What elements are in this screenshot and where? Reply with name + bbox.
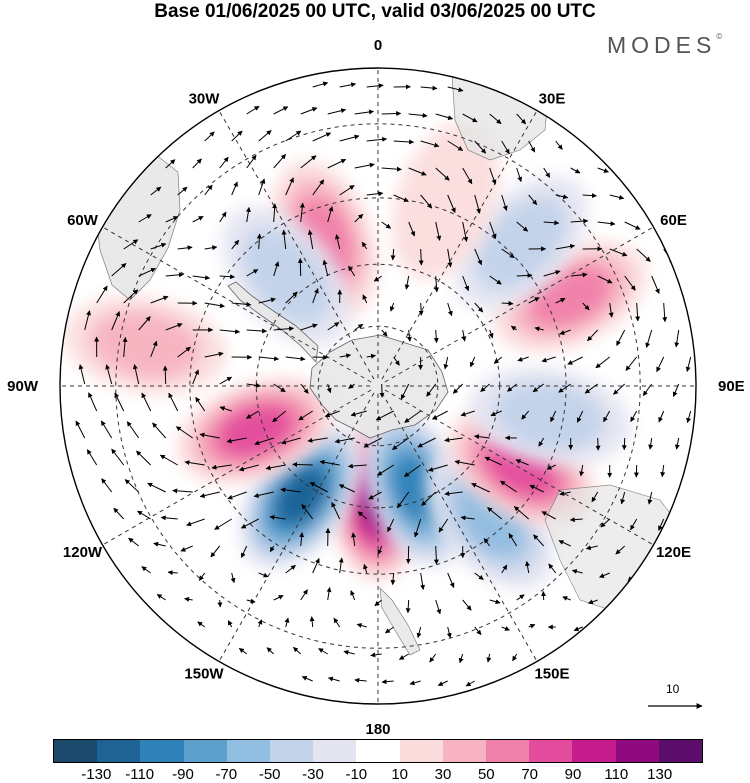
colorbar-tick-9: 50 — [477, 766, 495, 783]
lon-label-30e: 30E — [539, 91, 566, 108]
colorbar-tick-4: -50 — [258, 766, 281, 783]
anomaly-field — [64, 121, 647, 590]
colorbar-tick-5: -30 — [302, 766, 324, 783]
colorbar-tick-7: 10 — [391, 766, 409, 783]
lon-label-120e: 120E — [656, 544, 691, 561]
colorbar-swatch-11 — [529, 740, 573, 762]
colorbar-swatch-14 — [658, 740, 703, 762]
lon-label-30w: 30W — [189, 91, 221, 108]
lon-label-120w: 120W — [63, 544, 103, 561]
brand-logo: MODES© — [607, 32, 722, 59]
lon-label-180: 180 — [365, 721, 390, 738]
colorbar-tick-13: 130 — [647, 766, 673, 783]
colorbar-swatch-4 — [226, 740, 271, 762]
colorbar-tick-11: 90 — [564, 766, 582, 783]
colorbar-swatch-0 — [54, 740, 98, 762]
colorbar-swatch-10 — [486, 740, 530, 762]
colorbar-tick-2: -90 — [172, 766, 194, 783]
lon-label-0: 0 — [374, 37, 382, 54]
lon-label-60e: 60E — [660, 212, 687, 229]
colorbar-tick-1: -110 — [125, 766, 155, 783]
colorbar-swatch-12 — [572, 740, 616, 762]
brand-mark: © — [716, 32, 723, 41]
colorbar-ticks: -130 -110 -90 -70 -50 -30 -10 10 30 50 70 90 110 130 — [0, 766, 750, 783]
anomaly-center-10 — [221, 206, 351, 347]
lon-label-150w: 150W — [184, 666, 224, 683]
lon-label-90e: 90E — [718, 378, 745, 395]
reference-vector-label: 10 — [666, 682, 680, 696]
anomaly-center-8 — [392, 121, 499, 280]
colorbar-swatch-7 — [356, 740, 400, 762]
lon-label-90w: 90W — [7, 378, 39, 395]
colorbar-tick-12: 110 — [604, 766, 629, 783]
colorbar-tick-8: 30 — [434, 766, 452, 783]
antarctica-land — [309, 334, 449, 439]
colorbar-swatch-8 — [399, 740, 443, 762]
colorbar-swatch-6 — [313, 740, 357, 762]
colorbar-tick-3: -70 — [215, 766, 238, 783]
colorbar-swatch-9 — [442, 740, 487, 762]
polar-map[interactable]: 0 30E 60E 90E 120E 150E 180 150W 120W 90W 60W 30W — [0, 0, 750, 740]
colorbar-swatch-13 — [615, 740, 659, 762]
colorbar-tick-6: -10 — [345, 766, 368, 783]
graticule — [60, 68, 696, 704]
wind-vectors — [75, 81, 695, 687]
colorbar-tick-0: -130 — [81, 766, 112, 783]
map-boundary — [59, 67, 697, 705]
colorbar-swatch-2 — [140, 740, 184, 762]
colorbar-swatch-5 — [270, 740, 314, 762]
colorbar — [53, 739, 703, 763]
lon-label-150e: 150E — [534, 666, 569, 683]
lon-label-60w: 60W — [67, 212, 99, 229]
longitude-labels: 0 30E 60E 90E 120E 150E 180 150W 120W 90W 60W 30W — [7, 37, 745, 738]
colorbar-swatch-3 — [183, 740, 227, 762]
new-zealand-land — [379, 587, 421, 656]
brand-text: MODES — [607, 32, 717, 58]
colorbar-swatch-1 — [97, 740, 141, 762]
map-disk — [60, 68, 696, 704]
map-title: Base 01/06/2025 00 UTC, valid 03/06/2025… — [154, 1, 596, 22]
colorbar-tick-10: 70 — [521, 766, 539, 783]
